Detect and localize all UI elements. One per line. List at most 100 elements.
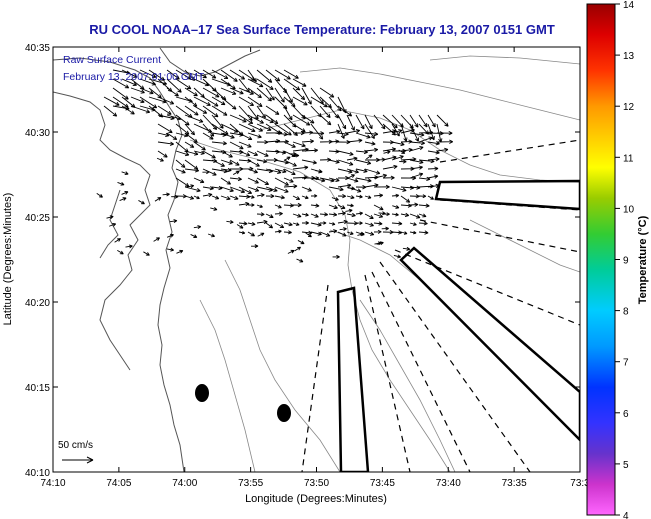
- current-vector: [106, 215, 114, 220]
- current-vector: [311, 176, 320, 181]
- current-vector: [211, 96, 226, 106]
- current-vector: [292, 165, 309, 170]
- site-marker-1: [195, 384, 209, 402]
- current-vector: [382, 164, 398, 170]
- colorbar-tick-label: 7: [623, 358, 629, 369]
- current-vector: [130, 87, 145, 94]
- current-vector: [393, 254, 402, 259]
- current-vector: [364, 123, 375, 139]
- current-vector: [373, 229, 382, 234]
- current-vector: [256, 105, 266, 119]
- current-vector: [103, 105, 118, 117]
- current-vector: [364, 213, 374, 219]
- current-vector: [346, 203, 354, 208]
- current-vector: [373, 173, 387, 179]
- current-vector: [291, 153, 300, 158]
- current-vector: [328, 177, 340, 182]
- current-vector: [139, 69, 157, 78]
- current-vector: [418, 221, 428, 226]
- current-vector: [383, 150, 391, 155]
- current-vector: [292, 78, 307, 87]
- current-vector: [229, 186, 246, 194]
- current-vector: [184, 123, 196, 136]
- current-vector: [238, 141, 252, 148]
- current-vector: [265, 105, 280, 115]
- current-vector: [337, 150, 354, 156]
- current-vector: [256, 212, 265, 217]
- current-vector: [337, 105, 353, 117]
- x-tick-label: 73:3: [570, 478, 590, 489]
- x-tick-label: 74:00: [172, 478, 197, 489]
- x-tick-label: 73:35: [502, 478, 527, 489]
- current-vector: [381, 226, 389, 231]
- current-vector: [220, 69, 238, 82]
- current-vector: [121, 78, 137, 86]
- current-vector: [265, 222, 274, 229]
- current-vector: [373, 193, 384, 198]
- current-vector: [256, 159, 268, 164]
- current-vector: [236, 224, 244, 229]
- current-vector: [409, 230, 417, 235]
- current-vector: [274, 87, 285, 103]
- current-vector: [139, 87, 154, 95]
- current-vector: [257, 232, 265, 237]
- current-vector: [373, 213, 384, 218]
- current-vector: [310, 96, 328, 108]
- current-vector: [274, 123, 292, 136]
- colorbar-tick-label: 9: [623, 256, 629, 267]
- current-vector: [125, 244, 133, 249]
- current-vector: [409, 146, 424, 152]
- current-vector: [409, 123, 419, 142]
- current-vector: [220, 167, 232, 173]
- current-vector: [202, 170, 210, 175]
- current-vector: [121, 105, 135, 115]
- current-vector: [355, 132, 371, 139]
- current-vector: [247, 132, 262, 139]
- current-vector: [301, 139, 314, 144]
- current-vector: [409, 194, 420, 199]
- current-vector: [247, 105, 259, 120]
- current-vector: [301, 195, 309, 200]
- current-vector: [373, 221, 383, 226]
- current-vector: [121, 171, 129, 176]
- current-vector: [355, 194, 363, 199]
- x-tick-label: 73:55: [238, 478, 263, 489]
- current-vector: [184, 87, 198, 97]
- colorbar-ticks: 14 13 12 11 10 9 8 7 6 5 4: [615, 0, 635, 519]
- current-vector: [202, 96, 219, 107]
- current-vector: [156, 157, 164, 162]
- colorbar-tick-label: 13: [623, 51, 635, 62]
- current-vector: [355, 159, 372, 165]
- current-vector: [346, 168, 359, 174]
- current-vector: [355, 221, 363, 225]
- current-vector: [328, 105, 339, 119]
- current-vector: [265, 193, 275, 199]
- current-vector: [339, 227, 347, 232]
- current-vector: [391, 193, 400, 198]
- current-vector: [229, 114, 247, 123]
- current-vector: [256, 123, 272, 131]
- overlay-line-1: Raw Surface Current: [63, 54, 161, 66]
- current-vector: [143, 251, 150, 256]
- current-vector: [301, 114, 315, 124]
- current-vector: [190, 234, 198, 238]
- current-vector: [229, 176, 242, 182]
- current-vector: [256, 150, 269, 157]
- current-vector: [238, 150, 251, 157]
- current-vector: [207, 233, 216, 238]
- current-vector: [409, 222, 417, 226]
- current-vector: [283, 105, 293, 121]
- current-vector: [238, 201, 250, 207]
- current-vector: [274, 168, 287, 174]
- current-vector: [283, 141, 296, 148]
- current-vector: [229, 69, 246, 80]
- current-vector: [427, 157, 440, 162]
- current-vector: [301, 221, 309, 225]
- current-vector: [202, 105, 219, 118]
- current-vector: [347, 186, 355, 191]
- current-vector: [355, 114, 365, 130]
- current-vector: [319, 114, 332, 126]
- current-vector: [138, 200, 145, 205]
- current-vector: [202, 150, 216, 159]
- current-vector: [310, 213, 319, 218]
